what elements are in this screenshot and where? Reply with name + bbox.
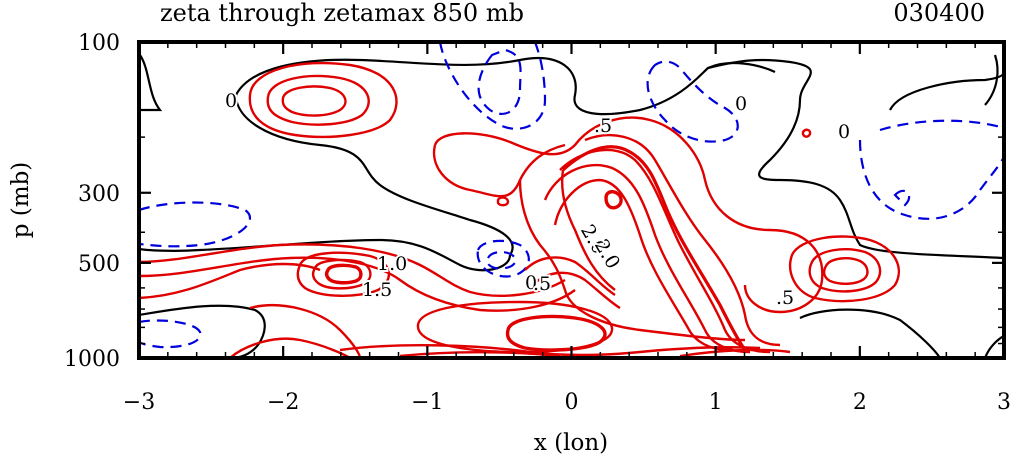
contour-label: 0 <box>525 272 537 294</box>
negative-contours <box>139 42 1004 349</box>
positive-contour <box>505 314 607 352</box>
positive-contour <box>281 85 347 117</box>
contour-label: 1.0 <box>377 253 407 275</box>
positive-contour <box>139 262 321 300</box>
x-tick-label: 3 <box>997 390 1011 415</box>
positive-contour <box>679 348 791 358</box>
contour-label: .5 <box>776 287 794 309</box>
zero-contour <box>235 57 776 116</box>
negative-contour <box>139 201 252 248</box>
positive-contour <box>399 351 561 358</box>
positive-contour <box>496 196 510 207</box>
x-axis: −3 −2 −1 0 1 2 3 <box>123 42 1011 415</box>
positive-contour <box>808 248 882 293</box>
contour-label: .5 <box>533 273 551 295</box>
y-axis-label: p (mb) <box>8 162 34 239</box>
y-tick-label: 100 <box>78 31 120 56</box>
negative-contour <box>486 250 517 270</box>
positive-contour <box>433 116 824 314</box>
contour-label: .5 <box>594 115 612 137</box>
x-tick-label: −1 <box>411 390 443 415</box>
negative-contour <box>438 42 547 130</box>
contour-label: 0 <box>838 121 850 143</box>
zero-contour <box>139 304 266 358</box>
positive-contour <box>339 344 761 357</box>
positive-contour <box>584 133 781 347</box>
positive-contour <box>604 190 623 210</box>
chart-title: zeta through zetamax 850 mb <box>160 0 524 27</box>
contour-label: 0 <box>225 90 237 112</box>
negative-contour <box>893 189 911 207</box>
zero-contour <box>234 94 514 256</box>
positive-contour <box>518 179 746 342</box>
zero-contour <box>983 335 1004 358</box>
positive-contour <box>416 300 614 354</box>
positive-contour <box>534 271 621 310</box>
zero-contour <box>799 308 941 358</box>
positive-contour <box>789 235 900 303</box>
time-label: 030400 <box>893 0 985 27</box>
contour-label: 0 <box>735 93 747 115</box>
y-axis: 100 300 500 1000 <box>64 31 1004 372</box>
positive-contour <box>139 256 576 312</box>
x-tick-label: 0 <box>565 390 579 415</box>
zero-contour <box>139 238 512 272</box>
positive-contour <box>553 178 731 352</box>
x-tick-label: 1 <box>709 390 723 415</box>
positive-contour <box>822 257 869 285</box>
negative-contour <box>476 239 530 278</box>
positive-contour <box>229 337 351 358</box>
zero-contour <box>139 54 163 112</box>
positive-contour <box>559 148 771 354</box>
negative-contour <box>477 48 522 115</box>
positive-contour <box>296 251 390 297</box>
x-tick-label: −3 <box>123 390 155 415</box>
negative-contour <box>858 139 1004 220</box>
positive-contour <box>324 263 363 285</box>
positive-contour <box>432 143 566 198</box>
x-tick-label: 2 <box>853 390 867 415</box>
positive-contour <box>311 258 372 290</box>
y-tick-label: 300 <box>78 182 120 207</box>
y-tick-label: 1000 <box>64 347 120 372</box>
positive-contour <box>524 256 616 296</box>
plot-frame <box>137 40 1006 360</box>
zero-contour <box>984 54 999 106</box>
contour-labels: 0 0 0 0 .5 .5 .5 1.0 1.5 2.0 2.0 <box>223 88 852 311</box>
positive-contour <box>561 169 616 291</box>
negative-contour <box>139 319 202 349</box>
zero-contour <box>707 58 1004 260</box>
positive-contour <box>266 74 370 126</box>
negative-contour <box>646 60 739 143</box>
negative-contour <box>879 119 1004 132</box>
positive-contour <box>249 304 362 358</box>
positive-contour <box>139 243 566 297</box>
x-axis-label: x (lon) <box>534 430 608 456</box>
x-tick-label: −2 <box>267 390 299 415</box>
positive-contour <box>543 163 751 354</box>
y-tick-label: 500 <box>78 252 120 277</box>
zero-contours <box>139 54 1004 358</box>
positive-contours <box>139 61 900 358</box>
positive-contour <box>801 128 812 138</box>
positive-contour <box>248 61 398 139</box>
positive-contour <box>561 145 747 351</box>
contour-label: 1.5 <box>362 279 392 301</box>
